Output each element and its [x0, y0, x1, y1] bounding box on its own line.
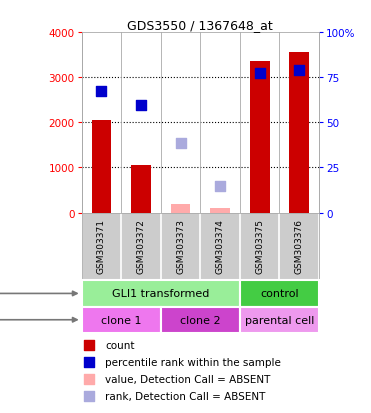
Text: cell type: cell type: [0, 289, 77, 299]
Text: percentile rank within the sample: percentile rank within the sample: [105, 357, 281, 367]
Bar: [82, 307, 161, 333]
Point: [178, 140, 184, 147]
Text: control: control: [260, 289, 299, 299]
Bar: [92, 121, 111, 213]
Bar: [161, 307, 240, 333]
Point: [86, 376, 92, 382]
Point: [86, 393, 92, 399]
Point: [98, 88, 104, 95]
Text: GSM303373: GSM303373: [176, 218, 185, 273]
Text: value, Detection Call = ABSENT: value, Detection Call = ABSENT: [105, 374, 271, 384]
Point: [138, 103, 144, 109]
Point: [86, 359, 92, 366]
Bar: [250, 62, 270, 213]
Bar: [289, 53, 309, 213]
Text: rank, Detection Call = ABSENT: rank, Detection Call = ABSENT: [105, 391, 266, 401]
Text: GSM303374: GSM303374: [216, 218, 224, 273]
Bar: [240, 307, 319, 333]
Text: clone 1: clone 1: [101, 315, 141, 325]
Text: clone 2: clone 2: [180, 315, 221, 325]
Bar: [210, 209, 230, 213]
Text: GSM303372: GSM303372: [137, 218, 145, 273]
Title: GDS3550 / 1367648_at: GDS3550 / 1367648_at: [128, 19, 273, 32]
Bar: [171, 204, 190, 213]
Bar: [240, 280, 319, 307]
Text: parental cell: parental cell: [245, 315, 314, 325]
Text: GSM303371: GSM303371: [97, 218, 106, 273]
Text: GLI1 transformed: GLI1 transformed: [112, 289, 210, 299]
Text: GSM303376: GSM303376: [295, 218, 304, 273]
Point: [86, 342, 92, 349]
Point: [217, 183, 223, 190]
Point: [257, 70, 263, 77]
Bar: [131, 166, 151, 213]
Text: GSM303375: GSM303375: [255, 218, 264, 273]
Point: [296, 68, 302, 75]
Text: count: count: [105, 340, 135, 350]
Text: other: other: [0, 315, 77, 325]
Bar: [82, 280, 240, 307]
